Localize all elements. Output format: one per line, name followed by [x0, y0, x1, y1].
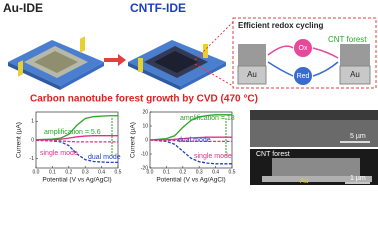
annotation: single mode	[40, 150, 78, 157]
cnt-label: CNT forest	[256, 151, 290, 158]
redox-inset: Efficient redox cycling CNT forest Au Au…	[232, 17, 377, 89]
red-label: Red	[297, 73, 310, 80]
y-tick-label: 0	[145, 137, 148, 143]
scale-label: 5 µm	[350, 133, 366, 140]
curve	[35, 139, 118, 143]
au-label: Au	[300, 178, 309, 185]
x-tick-label: 0.4	[212, 169, 219, 175]
y-axis-label: Current (µA)	[130, 122, 137, 158]
y-tick-label: -20	[141, 165, 148, 171]
x-tick-label: 0.5	[115, 169, 122, 175]
growth-caption: Carbon nanotube forest growth by CVD (47…	[30, 94, 258, 105]
ox-label: Ox	[299, 45, 308, 52]
sem-images: 5 µm 1 µm CNT forest Au	[250, 110, 378, 185]
x-axis-label: Potential (V vs Ag/AgCl)	[156, 177, 225, 184]
y-tick-label: 10	[142, 123, 148, 129]
cntf-ide-title: CNTF-IDE	[130, 1, 186, 15]
annotation: amplification = 18	[180, 115, 235, 122]
x-tick-label: 0.0	[33, 169, 40, 175]
annotation: amplification = 5.6	[44, 129, 101, 136]
x-tick-label: 0.4	[98, 169, 105, 175]
figure: Au-IDE CNTF-IDE Efficient redox cycling …	[3, 1, 378, 185]
arrow	[104, 54, 126, 66]
inset-title: Efficient redox cycling	[238, 21, 323, 30]
au-label: Au	[247, 70, 257, 79]
au-ide-title: Au-IDE	[3, 1, 43, 15]
annotation: dual mode	[178, 137, 211, 144]
curve	[149, 114, 232, 141]
curve	[149, 139, 232, 143]
au-label: Au	[350, 70, 360, 79]
cntf-ide-device	[128, 21, 234, 90]
cnt-label: CNT forest	[328, 35, 367, 44]
x-axis-label: Potential (V vs Ag/AgCl)	[42, 177, 111, 184]
annotation: dual mode	[88, 154, 121, 161]
x-tick-label: 0.5	[229, 169, 236, 175]
x-tick-label: 0.2	[65, 169, 72, 175]
x-tick-label: 0.1	[49, 169, 56, 175]
y-tick-label: -1	[30, 156, 35, 162]
x-tick-label: 0.3	[82, 169, 89, 175]
y-tick-label: 20	[142, 109, 148, 115]
y-axis-label: Current (µA)	[16, 122, 23, 158]
y-tick-label: 1	[31, 119, 34, 125]
x-tick-label: 0.2	[179, 169, 186, 175]
x-tick-label: 0.0	[147, 169, 154, 175]
annotation: single mode	[194, 153, 232, 160]
au-ide-device	[8, 36, 104, 90]
curve	[149, 139, 232, 165]
curve	[35, 135, 118, 141]
scale-label: 1 µm	[350, 175, 366, 182]
y-tick-label: 0	[31, 137, 34, 143]
x-tick-label: 0.1	[163, 169, 170, 175]
y-tick-label: -10	[141, 151, 148, 157]
x-tick-label: 0.3	[196, 169, 203, 175]
